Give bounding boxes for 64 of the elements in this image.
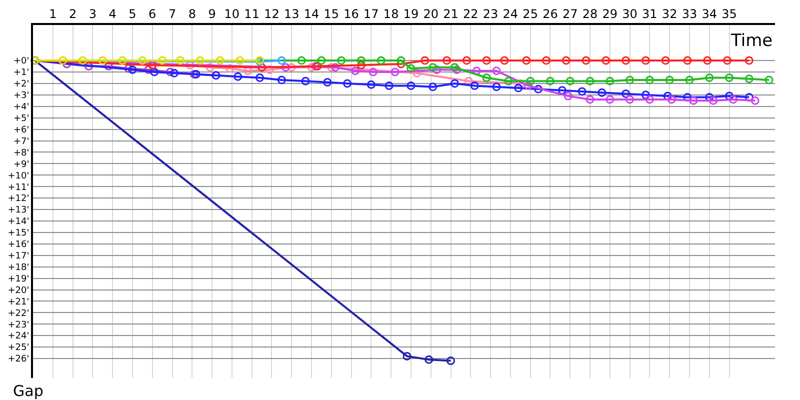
y-tick-label: +6' <box>13 125 30 136</box>
y-tick-label: +2' <box>13 80 30 90</box>
x-tick-label: 28 <box>582 7 598 22</box>
x-tick-label: 13 <box>284 7 300 22</box>
x-tick-label: 16 <box>344 7 359 22</box>
x-tick-label: 33 <box>682 7 698 22</box>
y-tick-label: +12' <box>8 194 30 204</box>
x-axis-title: Time <box>730 31 773 51</box>
x-tick-label: 6 <box>148 7 156 22</box>
x-tick-label: 4 <box>108 7 116 22</box>
y-tick-label: +17' <box>8 252 30 262</box>
y-tick-label: +4' <box>13 102 30 113</box>
x-tick-label: 11 <box>244 7 260 22</box>
y-tick-label: +7' <box>13 136 30 147</box>
y-tick-label: +26' <box>8 354 30 365</box>
x-tick-label: 25 <box>522 7 538 22</box>
x-tick-label: 8 <box>188 7 196 22</box>
y-tick-label: +19' <box>8 274 30 284</box>
y-tick-label: +23' <box>8 320 30 330</box>
y-tick-label: +22' <box>8 308 30 319</box>
y-tick-label: +3' <box>13 91 30 102</box>
y-tick-label: +16' <box>8 240 30 250</box>
x-tick-label: 35 <box>722 7 737 22</box>
x-tick-label: 31 <box>642 7 658 22</box>
x-tick-label: 14 <box>304 7 320 22</box>
y-tick-label: +10' <box>8 171 30 182</box>
y-axis-title: Gap <box>13 382 44 400</box>
y-tick-label: +20' <box>8 286 30 296</box>
y-tick-label: +15' <box>8 228 30 239</box>
y-tick-label: +24' <box>8 332 30 342</box>
y-tick-label: +9' <box>13 160 30 170</box>
x-tick-label: 26 <box>542 7 558 22</box>
x-tick-label: 2 <box>68 7 77 22</box>
x-tick-label: 18 <box>383 7 399 22</box>
y-tick-label: +0' <box>13 56 30 67</box>
x-tick-label: 12 <box>264 7 280 22</box>
y-tick-label: +13' <box>8 206 30 216</box>
y-tick-label: +5' <box>13 114 30 124</box>
x-tick-label: 15 <box>324 7 340 22</box>
y-tick-label: +1' <box>13 68 30 78</box>
x-tick-label: 17 <box>364 7 379 22</box>
x-tick-label: 27 <box>562 7 578 22</box>
x-tick-label: 10 <box>224 7 240 22</box>
x-tick-label: 24 <box>502 7 518 22</box>
x-tick-label: 7 <box>168 7 176 22</box>
y-tick-label: +21' <box>8 297 30 308</box>
x-tick-label: 21 <box>443 7 458 22</box>
x-tick-label: 5 <box>128 7 136 22</box>
y-tick-label: +25' <box>8 343 30 354</box>
x-tick-label: 9 <box>208 7 216 22</box>
y-tick-label: +11' <box>8 182 30 193</box>
x-tick-label: 3 <box>88 7 96 22</box>
x-tick-label: 29 <box>602 7 618 22</box>
x-tick-label: 19 <box>403 7 419 22</box>
x-tick-label: 32 <box>662 7 678 22</box>
x-tick-label: 22 <box>463 7 478 22</box>
x-tick-label: 30 <box>622 7 638 22</box>
y-tick-label: +18' <box>8 262 30 273</box>
x-tick-label: 20 <box>423 7 438 22</box>
x-tick-label: 23 <box>482 7 498 22</box>
y-tick-label: +14' <box>8 217 30 228</box>
x-tick-label: 34 <box>702 7 717 22</box>
y-tick-label: +8' <box>13 148 30 158</box>
x-tick-label: 1 <box>49 7 57 22</box>
